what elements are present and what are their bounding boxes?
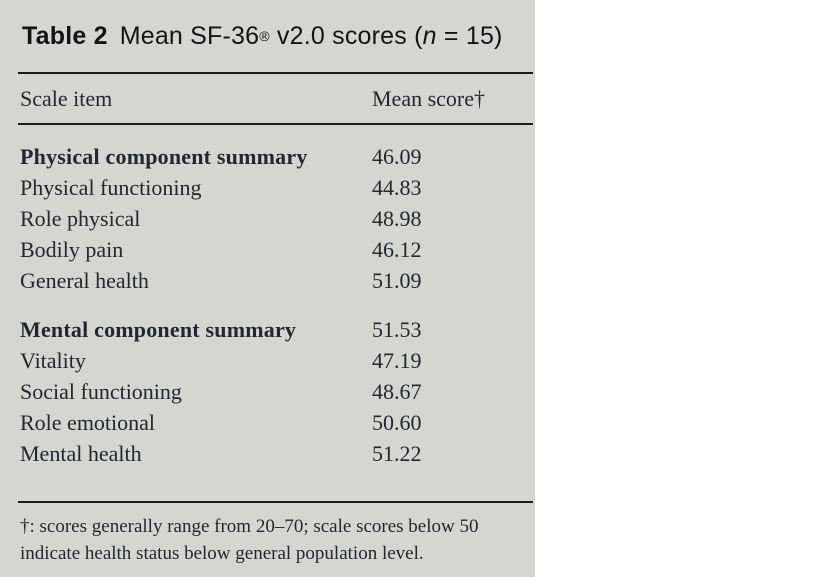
table-row: Physical functioning 44.83 — [20, 172, 535, 203]
row-label: Vitality — [20, 347, 86, 373]
column-header-mean-score: Mean score† — [372, 85, 486, 111]
row-label: General health — [20, 267, 149, 293]
table-body: Physical component summary 46.09 Physica… — [0, 125, 535, 469]
title-text: Mean SF-36 — [119, 21, 260, 50]
title-n-italic: n — [422, 21, 437, 50]
table-row: Vitality 47.19 — [20, 345, 535, 376]
row-value: 50.60 — [372, 409, 422, 435]
table-row: Bodily pain 46.12 — [20, 234, 535, 265]
table-number-label: Table 2 — [22, 21, 108, 50]
row-value: 47.19 — [372, 347, 422, 373]
table-row: General health 51.09 — [20, 265, 535, 296]
table-row: Social functioning 48.67 — [20, 376, 535, 407]
row-value: 51.09 — [372, 267, 422, 293]
row-value: 48.98 — [372, 205, 422, 231]
table-row: Mental component summary 51.53 — [20, 314, 535, 345]
row-label: Mental health — [20, 440, 142, 466]
table-footnote: †: scores generally range from 20–70; sc… — [0, 513, 535, 567]
title-text-end: = 15) — [436, 21, 503, 50]
row-value: 51.22 — [372, 440, 422, 466]
title-text-mid: v2.0 scores ( — [269, 21, 423, 50]
row-label: Social functioning — [20, 378, 182, 404]
column-header-scale-item: Scale item — [20, 85, 113, 111]
row-label: Bodily pain — [20, 236, 124, 262]
row-label: Role physical — [20, 205, 141, 231]
table-row: Mental health 51.22 — [20, 438, 535, 469]
row-label: Physical component summary — [20, 143, 308, 169]
row-value: 46.12 — [372, 236, 422, 262]
row-label: Mental component summary — [20, 316, 297, 342]
rule-below-header — [18, 123, 533, 125]
row-value: 44.83 — [372, 174, 422, 200]
table-title: Table 2 Mean SF-36 ® v2.0 scores (n = 15) — [22, 21, 503, 50]
table-header-row: Scale item Mean score† — [0, 74, 535, 123]
table-row: Physical component summary 46.09 — [20, 141, 535, 172]
row-value: 46.09 — [372, 143, 422, 169]
table-2-panel: Table 2 Mean SF-36 ® v2.0 scores (n = 15) … — [0, 0, 535, 577]
row-value: 48.67 — [372, 378, 422, 404]
footnote-line-1: †: scores generally range from 20–70; sc… — [20, 516, 479, 537]
row-value: 51.53 — [372, 316, 422, 342]
row-label: Physical functioning — [20, 174, 202, 200]
table-row: Role physical 48.98 — [20, 203, 535, 234]
row-label: Role emotional — [20, 409, 156, 435]
footnote-line-2: indicate health status below general pop… — [20, 543, 424, 564]
table-row: Role emotional 50.60 — [20, 407, 535, 438]
rule-above-footnote — [18, 501, 533, 503]
rule-top — [18, 72, 533, 74]
